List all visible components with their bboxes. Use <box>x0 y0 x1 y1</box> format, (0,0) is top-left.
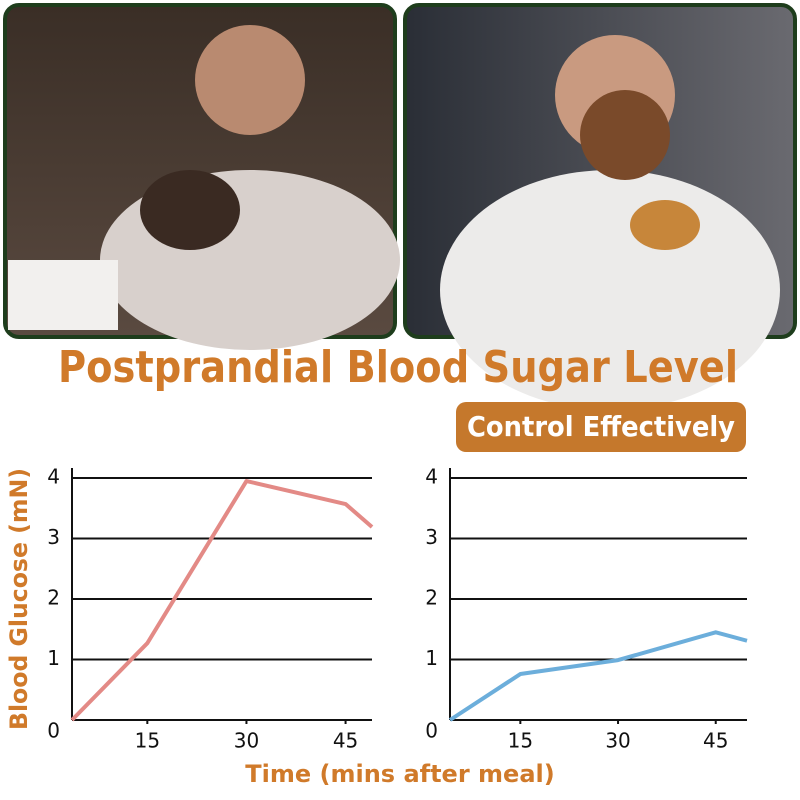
y-tick-label: 0 <box>425 719 438 743</box>
data-line <box>448 630 748 722</box>
x-tick-label: 45 <box>333 729 358 753</box>
title: Postprandial Blood Sugar Level <box>58 342 738 393</box>
x-tick-label: 45 <box>703 729 728 753</box>
photo-left <box>3 3 400 350</box>
photo-right <box>403 3 797 410</box>
x-tick-label: 30 <box>234 729 259 753</box>
y-tick-label: 1 <box>47 646 60 670</box>
y-tick-label: 3 <box>47 525 60 549</box>
y-tick-label: 2 <box>47 586 60 610</box>
badge-box <box>456 402 746 452</box>
x-tick-label: 15 <box>135 729 160 753</box>
badge: Control Effectively <box>467 410 735 443</box>
y-tick-label: 0 <box>47 719 60 743</box>
data-line <box>70 479 374 722</box>
y-tick-label: 4 <box>425 465 438 489</box>
y-axis-label: Blood Glucose (mN) <box>5 468 33 730</box>
x-axis-label: Time (mins after meal) <box>245 760 554 788</box>
y-tick-label: 3 <box>425 525 438 549</box>
y-tick-label: 2 <box>425 586 438 610</box>
y-tick-label: 4 <box>47 465 60 489</box>
x-tick-label: 15 <box>508 729 533 753</box>
x-tick-label: 30 <box>605 729 630 753</box>
y-tick-label: 1 <box>425 646 438 670</box>
